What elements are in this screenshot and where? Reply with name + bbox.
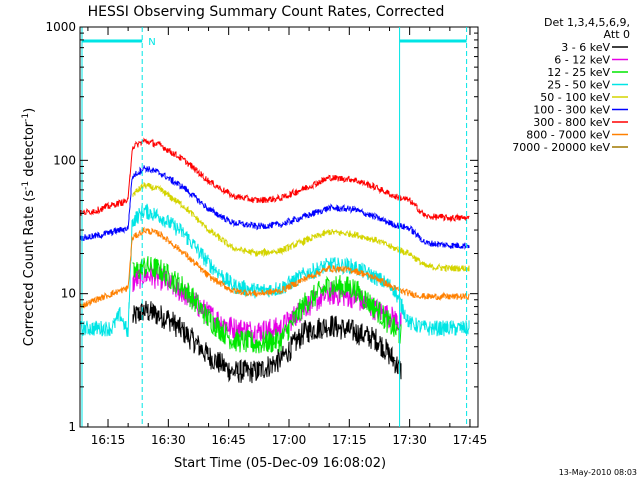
y-axis-label: Corrected Count Rate (s-1 detector-1) bbox=[21, 108, 37, 346]
x-tick-label: 16:15 bbox=[91, 433, 126, 447]
series-line-4 bbox=[132, 182, 470, 273]
series-layer bbox=[80, 137, 470, 384]
x-axis: 16:15 16:30 16:45 17:00 17:15 17:30 17:45 bbox=[87, 27, 488, 447]
series-line-5 bbox=[80, 165, 470, 250]
legend-entry-label: 3 - 6 keV bbox=[561, 41, 610, 54]
x-tick-label: 16:30 bbox=[151, 433, 186, 447]
legend-entry-label: 300 - 800 keV bbox=[533, 116, 610, 129]
legend-entry-label: 6 - 12 keV bbox=[554, 54, 610, 67]
legend-entry-label: 25 - 50 keV bbox=[547, 79, 610, 92]
series-line-2 bbox=[132, 256, 402, 354]
x-tick-label: 17:30 bbox=[392, 433, 427, 447]
legend-entry-label: 7000 - 20000 keV bbox=[512, 141, 610, 154]
y-tick-label: 1 bbox=[68, 420, 76, 434]
series-line-3 bbox=[80, 203, 470, 338]
series-line-7 bbox=[80, 226, 470, 309]
series-line-6 bbox=[80, 137, 470, 223]
legend-entry-label: 800 - 7000 keV bbox=[526, 129, 610, 142]
legend-header-line-1: Det 1,3,4,5,6,9, bbox=[544, 16, 630, 29]
night-marker-label: N bbox=[148, 37, 155, 48]
y-axis-label-end: ) bbox=[22, 108, 37, 113]
chart-title: HESSI Observing Summary Count Rates, Cor… bbox=[88, 4, 445, 20]
x-axis-label: Start Time (05-Dec-09 16:08:02) bbox=[174, 456, 386, 471]
x-tick-label: 17:15 bbox=[332, 433, 367, 447]
marker-layer: N bbox=[81, 27, 468, 427]
legend-entry-label: 100 - 300 keV bbox=[533, 104, 610, 117]
y-axis-label-sup1: -1 bbox=[21, 181, 31, 190]
y-axis-label-main: Corrected Count Rate (s bbox=[22, 190, 37, 347]
y-tick-label: 100 bbox=[53, 153, 76, 167]
plot-frame bbox=[79, 26, 479, 428]
series-line-0 bbox=[132, 300, 402, 384]
footer-date: 13-May-2010 08:03 bbox=[559, 468, 637, 477]
y-axis: 1 10 100 1000 bbox=[45, 20, 478, 434]
x-tick-label: 17:45 bbox=[453, 433, 488, 447]
y-axis-label-mid: detector bbox=[22, 121, 37, 181]
legend-entry-label: 50 - 100 keV bbox=[540, 91, 610, 104]
legend-entry-label: 12 - 25 keV bbox=[547, 66, 610, 79]
x-tick-label: 17:00 bbox=[272, 433, 307, 447]
x-tick-label: 16:45 bbox=[211, 433, 246, 447]
y-tick-label: 1000 bbox=[45, 20, 76, 34]
legend-header-line-2: Att 0 bbox=[604, 28, 630, 41]
y-axis-label-sup2: -1 bbox=[21, 113, 31, 122]
y-tick-label: 10 bbox=[61, 287, 76, 301]
